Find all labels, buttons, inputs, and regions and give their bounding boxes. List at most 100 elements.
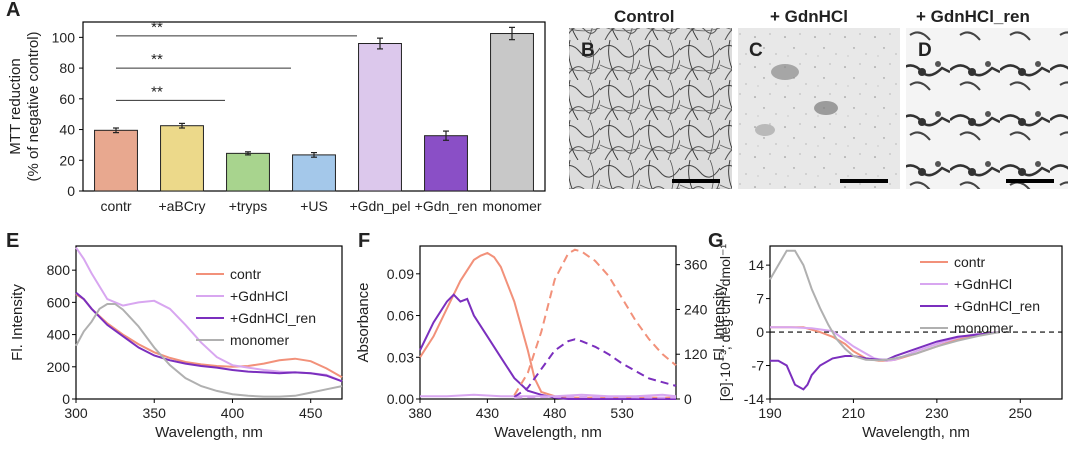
y-tick-label: -14 xyxy=(744,391,764,407)
legend-label: contr xyxy=(230,266,261,282)
em-image-d: + GdnHCl_ren D xyxy=(906,7,1068,189)
x-tick-label-a: +Gdn_pel xyxy=(349,198,410,214)
y2-tick-label: 240 xyxy=(684,301,708,317)
plot-frame-f xyxy=(419,245,677,400)
legend-label: +GdnHCl_ren xyxy=(230,310,316,326)
y2-tick-label: 120 xyxy=(684,346,708,362)
legend-label: monomer xyxy=(954,320,1013,336)
x-tick-label-a: +aBCry xyxy=(158,198,205,214)
series-line--gdnhcl-fluorescence xyxy=(514,395,676,399)
x-tick-label-a: +US xyxy=(300,198,328,214)
y-tick-label-a: 100 xyxy=(52,29,76,45)
y-axis-label-a: MTT reduction xyxy=(7,58,24,154)
series-line-monomer xyxy=(75,303,343,398)
x-tick-label-a: contr xyxy=(100,198,131,214)
panel-label-b: B xyxy=(581,40,595,61)
y-axis-label-a-2: (% of negative control) xyxy=(25,31,42,181)
line-chart-f: 380 430 480 530 0.00 0.03 0.06 0.09 0 120 240 360Fl… xyxy=(355,245,728,441)
panel-label-d: D xyxy=(918,40,932,61)
x-tick-label: 300 xyxy=(64,405,88,421)
x-tick-label-a: +tryps xyxy=(229,198,268,214)
bar-chart-a: 0 20 40 60 80 100 MTT reduction (% of negative … xyxy=(7,19,546,214)
em-image-b: Control B xyxy=(569,7,732,189)
y-tick-label-a: 20 xyxy=(59,152,75,168)
legend-label: +GdnHCl xyxy=(954,276,1012,292)
y-tick-label: 400 xyxy=(47,327,71,343)
panel-label-e: E xyxy=(6,230,19,252)
em-blob xyxy=(771,64,799,80)
y-axis-label: Fl. Intensity xyxy=(9,284,26,361)
bar-monomer xyxy=(490,33,534,192)
y-axis-label: Absorbance xyxy=(355,282,372,362)
series-line--gdnhcl-ren-absorbance xyxy=(419,293,676,400)
plot-frame-g xyxy=(769,245,1063,400)
y-tick-label-a: 0 xyxy=(67,183,75,199)
legend-label: +GdnHCl_ren xyxy=(954,298,1040,314)
scale-bar-c xyxy=(840,179,888,183)
bar-us xyxy=(292,154,336,192)
bar-gdnren xyxy=(424,135,468,192)
x-tick-label: 230 xyxy=(925,405,949,421)
x-axis-label: Wavelength, nm xyxy=(155,424,263,441)
y-tick-label: 600 xyxy=(47,294,71,310)
x-axis-label: Wavelength, nm xyxy=(494,424,602,441)
y-tick-label-a: 60 xyxy=(59,91,75,107)
y-tick-label: 800 xyxy=(47,262,71,278)
legend-label: monomer xyxy=(230,332,289,348)
y2-tick-label: 0 xyxy=(684,391,692,407)
series-line-contr xyxy=(75,293,343,379)
x-tick-label: 480 xyxy=(543,405,567,421)
legend-label: contr xyxy=(954,254,985,270)
panel-label-g: G xyxy=(708,230,724,252)
em-title-gdnhcl: + GdnHCl xyxy=(770,7,848,26)
x-tick-label: 530 xyxy=(610,405,634,421)
bar-contr xyxy=(94,129,138,192)
panel-label-f: F xyxy=(358,230,370,252)
significance-label: ** xyxy=(151,19,163,36)
em-blob xyxy=(814,101,838,115)
bar-abcry xyxy=(160,125,204,192)
bar-gdnpel xyxy=(358,43,402,192)
series-line-monomer xyxy=(769,249,1000,362)
x-tick-label: 210 xyxy=(842,405,866,421)
significance-label: ** xyxy=(151,51,163,68)
em-image-c: + GdnHCl C xyxy=(738,7,900,189)
y-tick-label: 7 xyxy=(756,291,764,307)
x-tick-label: 430 xyxy=(476,405,500,421)
em-title-gdnhcl-ren: + GdnHCl_ren xyxy=(916,7,1030,26)
y-tick-label: 200 xyxy=(47,359,71,375)
series-line--gdnhcl-ren xyxy=(770,331,1000,391)
em-title-control: Control xyxy=(614,7,674,26)
x-tick-label-a: monomer xyxy=(482,198,541,214)
scale-bar-b xyxy=(672,179,720,183)
y2-axis-label: Fl. Intensity xyxy=(711,284,728,361)
line-chart-e: 300 350 400 450 0 200 400 600 800 Wavelength, nm F… xyxy=(9,245,343,441)
scale-bar-d xyxy=(1006,179,1054,183)
y2-tick-label: 360 xyxy=(684,257,708,273)
x-tick-label: 380 xyxy=(408,405,432,421)
y-tick-label: 0.09 xyxy=(387,266,414,282)
y-tick-label: 14 xyxy=(748,257,764,273)
y-tick-label: 0 xyxy=(62,391,70,407)
bar-tryps xyxy=(226,152,270,192)
em-blob xyxy=(755,124,775,136)
x-tick-label: 450 xyxy=(299,405,323,421)
y-tick-label: -7 xyxy=(752,358,765,374)
series-line--gdnhcl-ren xyxy=(75,291,343,383)
y-tick-label-a: 80 xyxy=(59,60,75,76)
series-line-contr-fluorescence xyxy=(513,248,677,396)
y-axis-label: [Θ]·10⁻³, deg·cm²·dmol⁻¹ xyxy=(717,244,733,401)
significance-label: ** xyxy=(151,83,163,100)
series-line--gdnhcl-ren-fluorescence xyxy=(513,338,677,398)
em-micrograph-gdnhcl-ren xyxy=(906,28,1068,189)
plot-frame-e xyxy=(75,245,343,400)
y-tick-label: 0.03 xyxy=(387,349,414,365)
panel-label-c: C xyxy=(749,40,763,61)
x-tick-label: 350 xyxy=(143,405,167,421)
legend-label: +GdnHCl xyxy=(230,288,288,304)
x-tick-label: 250 xyxy=(1009,405,1033,421)
y-tick-label: 0 xyxy=(756,324,764,340)
x-tick-label: 190 xyxy=(758,405,782,421)
em-micrograph-control xyxy=(569,28,732,189)
